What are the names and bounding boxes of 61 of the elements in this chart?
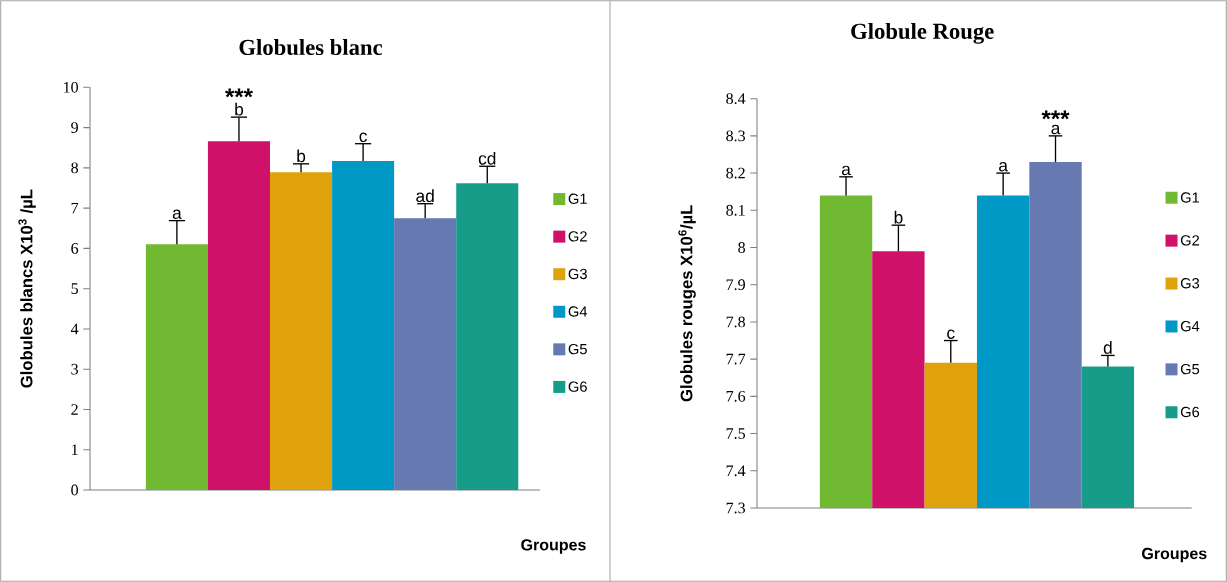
- annotation: c: [947, 329, 955, 339]
- y-axis-title: Globules rouges X10$^{6}$/µL: [678, 205, 696, 402]
- y-tick-label: 8: [738, 242, 746, 253]
- annotation: b: [235, 102, 244, 116]
- y-tick-label: 10: [64, 81, 79, 93]
- x-axis-title: Groupes: [1142, 547, 1207, 563]
- annotation: ***: [225, 88, 253, 98]
- bar: [270, 172, 333, 490]
- legend-label: G1: [1180, 192, 1200, 203]
- y-tick-label: 8.4: [726, 93, 746, 105]
- y-tick-label: 7.5: [726, 428, 746, 439]
- annotation: a: [841, 165, 851, 176]
- legend-label: G2: [1180, 235, 1200, 246]
- annotation: c: [359, 132, 367, 143]
- legend-label: G3: [568, 268, 587, 280]
- legend-label: G5: [568, 343, 587, 355]
- annotation: cd: [478, 151, 496, 165]
- bar: [145, 244, 208, 490]
- legend-label: G3: [1180, 278, 1200, 289]
- annotation: a: [172, 209, 182, 220]
- annotation: ***: [1041, 110, 1070, 120]
- y-tick-label: 9: [71, 122, 78, 133]
- annotation: a: [1051, 124, 1061, 135]
- y-tick-label: 7.7: [726, 353, 746, 365]
- legend-label: G4: [1180, 321, 1200, 332]
- y-tick-label: 2: [71, 404, 78, 415]
- y-tick-label: 1: [72, 444, 78, 456]
- bar: [394, 218, 457, 490]
- y-tick-label: 7.3: [726, 502, 746, 514]
- annotation: b: [894, 210, 903, 224]
- legend-label: G1: [568, 193, 587, 204]
- y-tick-label: 0: [71, 484, 79, 496]
- bar: [332, 161, 395, 490]
- legend-label: G2: [568, 231, 587, 242]
- legend-label: G4: [568, 306, 588, 317]
- y-tick-label: 3: [71, 363, 79, 375]
- y-tick-label: 6: [71, 243, 79, 254]
- y-tick-label: 7.9: [726, 279, 745, 291]
- bar: [456, 183, 519, 490]
- annotation: b: [297, 149, 306, 163]
- annotation: d: [1103, 341, 1112, 354]
- y-tick-label: 8: [71, 162, 79, 174]
- y-tick-label: 5: [71, 283, 79, 294]
- y-tick-label: 7.6: [726, 390, 746, 402]
- chart-title: Globules blanc: [239, 39, 383, 56]
- annotation: a: [999, 161, 1008, 172]
- y-axis-title: Globules blancs X10$^{3}$ /µL: [18, 189, 36, 388]
- legend-label: G6: [568, 381, 587, 392]
- chart-title: Globule Rouge: [851, 22, 994, 44]
- y-tick-label: 7.4: [726, 465, 746, 477]
- y-tick-label: 8.3: [726, 130, 746, 142]
- y-tick-label: 8.2: [726, 167, 745, 179]
- y-tick-label: 4: [70, 323, 79, 335]
- y-tick-label: 8.1: [726, 204, 745, 216]
- y-tick-label: 7: [71, 202, 79, 214]
- legend-label: G6: [1180, 406, 1200, 418]
- x-axis-title: Groupes: [521, 539, 586, 554]
- y-tick-label: 7.8: [726, 316, 746, 328]
- bar: [207, 141, 271, 490]
- legend-label: G5: [1180, 363, 1200, 375]
- annotation: ad: [416, 189, 434, 203]
